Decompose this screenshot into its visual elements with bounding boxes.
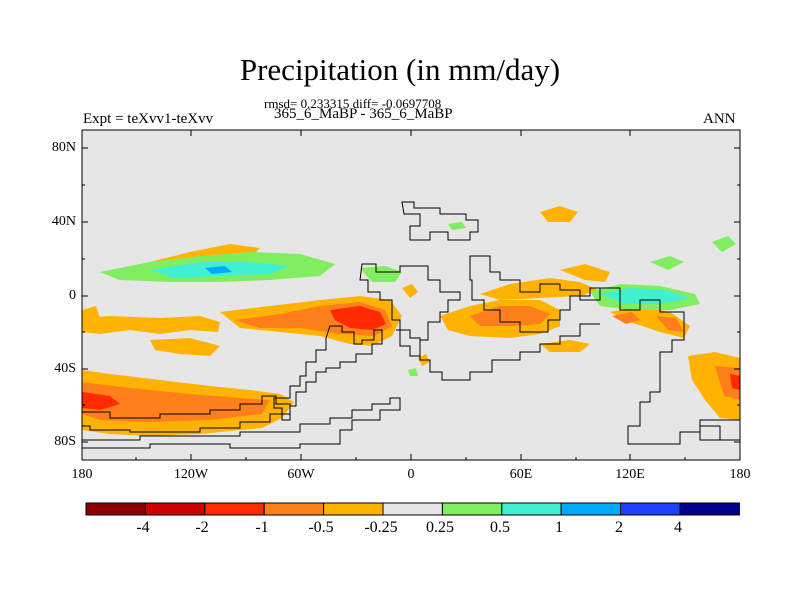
colorbar-label: 4 <box>674 519 682 536</box>
outline-asia <box>469 255 601 333</box>
experiment-label: Expt = teXvv1-teXvv <box>83 111 214 127</box>
lat-label-80s: 80S <box>54 434 76 449</box>
lat-label-40s: 40S <box>54 361 76 376</box>
colorbar-swatch <box>560 502 622 516</box>
colorbar-label: 2 <box>615 519 623 536</box>
lon-label-120e: 120E <box>615 467 645 482</box>
field-pos05-indonesia <box>600 288 690 304</box>
field-pos-northafrica <box>360 266 402 282</box>
field-neg05-east-south <box>715 366 740 400</box>
outline-antarctic-peninsula <box>82 395 291 433</box>
colorbar-label: -0.5 <box>308 519 334 536</box>
field-neg-south-indian <box>540 340 590 352</box>
field-pos-eastpacific <box>712 236 736 252</box>
colorbar-label: 1 <box>555 519 563 536</box>
field-neg-arabia <box>480 278 598 300</box>
stats-line: rmsd= 0.233315 diff= -0.0697708 <box>264 96 442 111</box>
field-neg-north-atlantic <box>540 206 578 222</box>
field-neg1-southern-band <box>82 392 120 410</box>
colorbar-label: -1 <box>255 519 269 536</box>
lon-label-120w: 120W <box>173 467 209 482</box>
field-neg-india <box>560 264 610 282</box>
lon-label-0: 0 <box>407 467 415 482</box>
colorbar-swatch <box>323 502 384 516</box>
colorbar-label: -4 <box>136 519 150 536</box>
case-line: 365_6_MaBP - 365_6_MaBP <box>274 106 453 122</box>
axis-ticks <box>81 130 741 460</box>
colorbar-swatch <box>382 502 443 516</box>
field-neg05-southern-band <box>82 382 270 422</box>
lon-label-180w: 180 <box>71 467 93 482</box>
field-neg05-pacific-east <box>612 312 640 324</box>
colorbar-swatch <box>620 502 681 516</box>
colorbar-label: -2 <box>195 519 209 536</box>
outline-indonesia <box>598 287 741 445</box>
field-neg1-southamerica <box>330 306 386 330</box>
colorbar-swatch <box>679 502 740 516</box>
field-neg05-pacific-east2 <box>656 316 684 332</box>
field-neg-spcz <box>82 316 220 334</box>
field-neg-atlantic-a <box>402 284 418 298</box>
outline-southamerica <box>273 325 383 421</box>
outline-west-africa <box>396 323 600 381</box>
lat-label-80n: 80N <box>51 140 76 155</box>
lat-label-0: 0 <box>69 288 76 303</box>
lon-label-180e: 180 <box>729 467 751 482</box>
outline-africa <box>359 263 461 357</box>
field-neg1-east-south <box>730 374 740 390</box>
colorbar-label: 0.5 <box>490 519 510 536</box>
field-pos1-northpacific <box>205 266 232 274</box>
continent-outlines <box>82 201 741 449</box>
colorbar-swatch <box>263 502 325 516</box>
lon-label-60w: 60W <box>287 467 315 482</box>
colorbar-swatch <box>144 502 206 516</box>
colorbar <box>85 502 740 516</box>
outline-antarctica <box>82 397 401 449</box>
field-pos-southatlantic <box>408 368 418 376</box>
field-pos-westpacific-n <box>650 256 684 270</box>
colorbar-label: 0.25 <box>426 519 454 536</box>
field-pos-atlantic-n <box>448 222 466 230</box>
outline-europe <box>401 201 479 241</box>
field-neg05-indian <box>470 306 550 326</box>
lon-label-60e: 60E <box>509 467 533 482</box>
plot-title: Precipitation (in mm/day) <box>239 52 561 87</box>
colorbar-swatch <box>204 502 265 516</box>
colorbar-label: -0.25 <box>364 519 398 536</box>
colorbar-swatch <box>441 502 503 516</box>
field-neg-spcz2 <box>150 338 220 356</box>
season-label: ANN <box>703 111 736 127</box>
field-neg-west-tropic <box>82 306 100 320</box>
colorbar-swatch <box>501 502 562 516</box>
lat-label-40n: 40N <box>51 214 76 229</box>
colorbar-swatch <box>85 502 146 516</box>
